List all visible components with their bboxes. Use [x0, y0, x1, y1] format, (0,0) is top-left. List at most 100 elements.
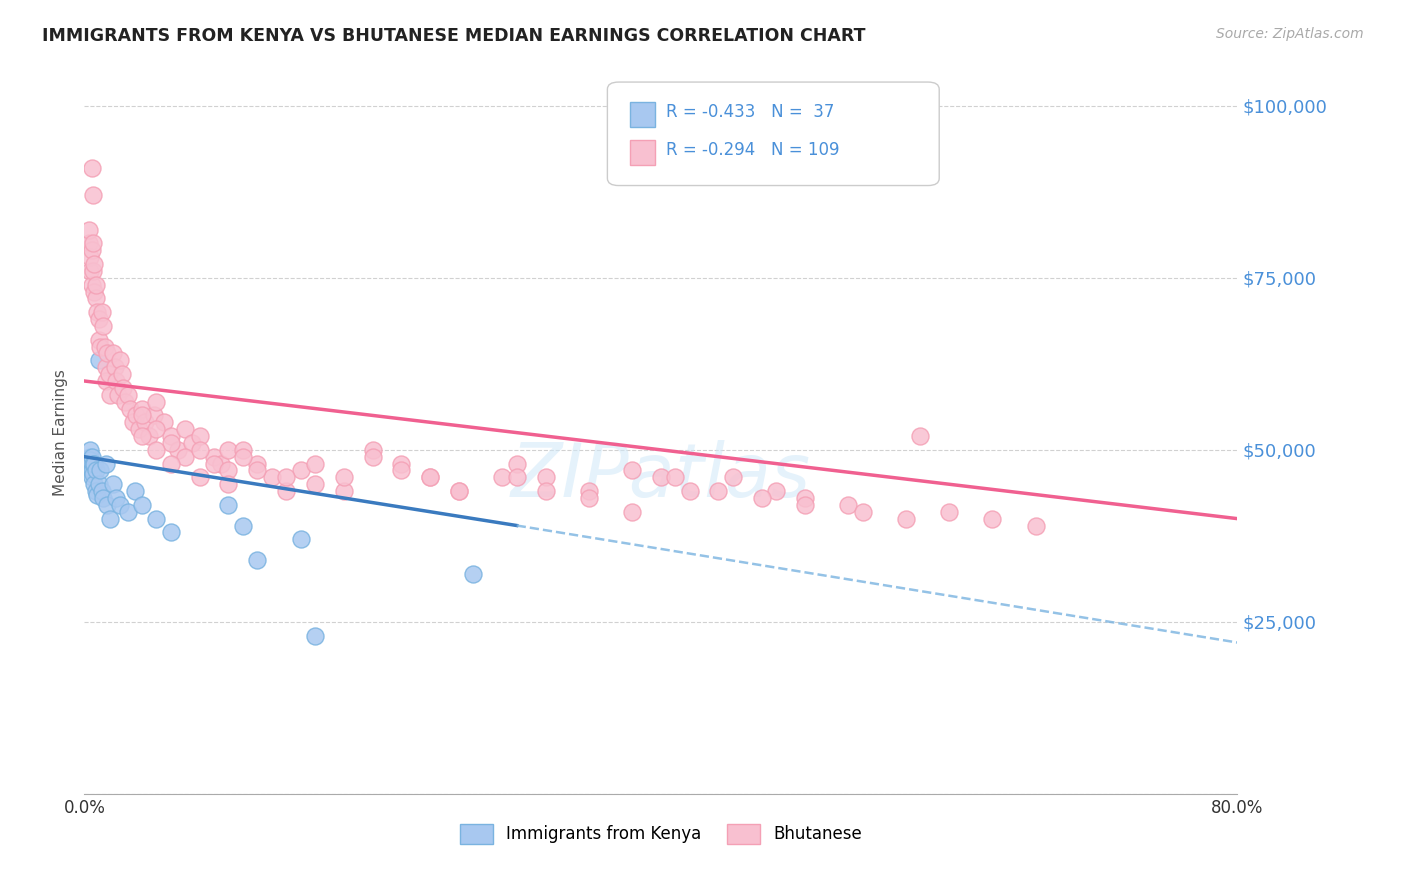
Point — [77, 236, 100, 251]
Point — [167, 442, 190, 457]
Point — [449, 484, 471, 499]
Point — [491, 470, 513, 484]
Point — [79, 450, 101, 464]
Point — [105, 374, 128, 388]
Point — [304, 629, 326, 643]
Point — [142, 409, 165, 423]
Y-axis label: Median Earnings: Median Earnings — [53, 369, 69, 496]
Point — [83, 285, 105, 299]
Point — [145, 394, 167, 409]
Point — [110, 498, 132, 512]
Point — [86, 305, 108, 319]
Point — [89, 463, 111, 477]
Point — [122, 415, 145, 429]
Point — [80, 277, 103, 292]
Point — [114, 394, 136, 409]
Point — [160, 436, 183, 450]
Point — [290, 533, 312, 547]
Point — [218, 442, 240, 457]
Point — [80, 463, 103, 477]
Point — [664, 470, 686, 484]
Point — [232, 518, 254, 533]
Point — [1025, 518, 1047, 533]
Point — [79, 453, 101, 467]
Point — [181, 436, 204, 450]
Point — [90, 305, 112, 319]
Point — [77, 460, 100, 475]
Point — [391, 457, 413, 471]
Point — [751, 491, 773, 505]
Point — [82, 457, 104, 471]
Point — [84, 277, 107, 292]
Point — [290, 463, 312, 477]
Point — [232, 442, 254, 457]
Point — [82, 467, 104, 481]
Point — [209, 457, 232, 471]
Point — [105, 491, 128, 505]
Point — [246, 463, 269, 477]
Point — [246, 457, 269, 471]
Point — [188, 429, 211, 443]
Point — [679, 484, 702, 499]
Point — [894, 511, 917, 525]
Point — [304, 477, 326, 491]
Point — [837, 498, 859, 512]
Point — [145, 422, 167, 436]
Text: Source: ZipAtlas.com: Source: ZipAtlas.com — [1216, 27, 1364, 41]
Point — [84, 484, 107, 499]
Point — [134, 415, 156, 429]
Point — [117, 388, 139, 402]
Point — [188, 470, 211, 484]
Point — [80, 450, 103, 464]
Point — [188, 442, 211, 457]
Point — [87, 333, 110, 347]
Point — [152, 415, 174, 429]
Point — [218, 477, 240, 491]
Point — [83, 457, 105, 471]
Point — [131, 401, 153, 416]
Point — [80, 470, 103, 484]
Point — [707, 484, 730, 499]
Point — [91, 318, 114, 333]
Point — [202, 457, 225, 471]
Point — [910, 429, 932, 443]
Point — [160, 457, 183, 471]
Legend: Immigrants from Kenya, Bhutanese: Immigrants from Kenya, Bhutanese — [453, 817, 869, 851]
Point — [419, 470, 441, 484]
Point — [87, 353, 110, 368]
Point — [145, 511, 167, 525]
Point — [232, 450, 254, 464]
Point — [103, 477, 124, 491]
Point — [94, 374, 117, 388]
Point — [80, 244, 103, 258]
Point — [97, 367, 120, 381]
Point — [506, 457, 529, 471]
Point — [534, 484, 557, 499]
Point — [361, 450, 384, 464]
Point — [84, 463, 107, 477]
Point — [80, 161, 103, 175]
Point — [87, 477, 110, 491]
Point — [125, 409, 148, 423]
Text: ZIPatlas: ZIPatlas — [510, 440, 811, 512]
Point — [333, 484, 356, 499]
Text: IMMIGRANTS FROM KENYA VS BHUTANESE MEDIAN EARNINGS CORRELATION CHART: IMMIGRANTS FROM KENYA VS BHUTANESE MEDIA… — [42, 27, 866, 45]
Point — [89, 340, 111, 354]
Point — [112, 381, 135, 395]
Point — [765, 484, 787, 499]
Point — [506, 470, 529, 484]
Point — [110, 353, 132, 368]
Point — [82, 264, 104, 278]
Point — [304, 457, 326, 471]
Text: R = -0.433   N =  37: R = -0.433 N = 37 — [666, 103, 835, 121]
Point — [534, 470, 557, 484]
Point — [83, 257, 105, 271]
Point — [145, 442, 167, 457]
Point — [650, 470, 672, 484]
Point — [91, 491, 114, 505]
Point — [578, 491, 600, 505]
Point — [160, 429, 183, 443]
Point — [578, 484, 600, 499]
Point — [721, 470, 744, 484]
Point — [86, 487, 108, 501]
